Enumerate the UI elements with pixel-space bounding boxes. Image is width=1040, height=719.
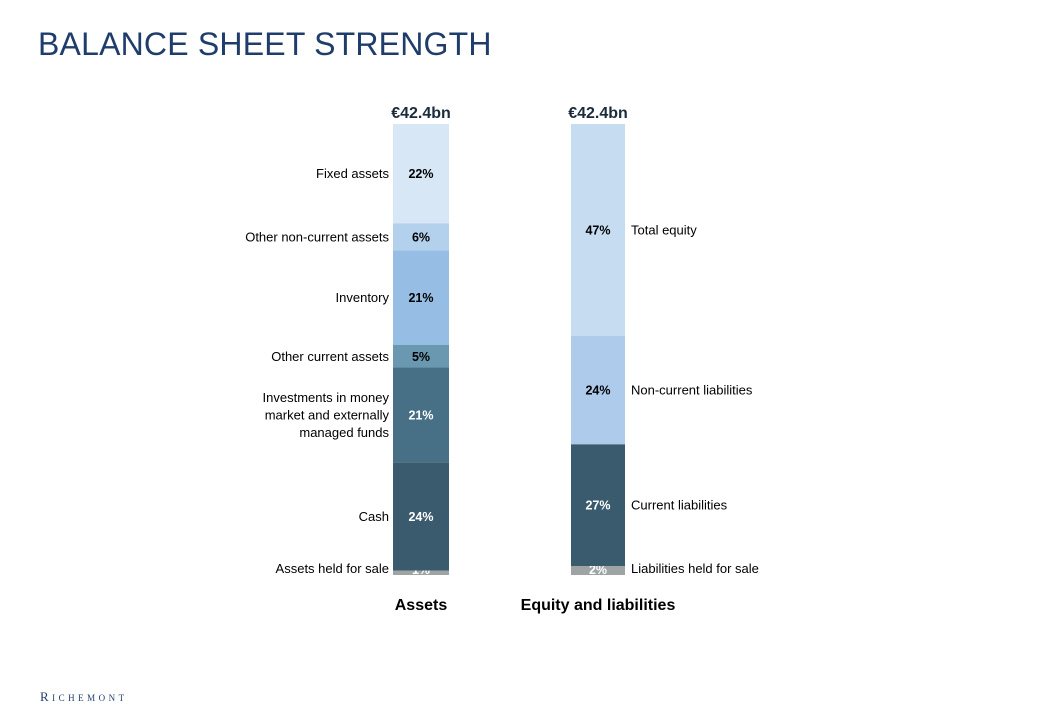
bar-segment-liabilities-held-for-sale xyxy=(571,565,625,575)
data-label-other-non-current-assets: 6% xyxy=(412,230,430,244)
data-label-total-equity: 47% xyxy=(585,223,610,237)
segment-label-current-liabilities: Current liabilities xyxy=(631,498,728,513)
data-label-other-current-assets: 5% xyxy=(412,350,430,364)
segment-label-investments-in-money-market-and-externally-managed-funds: market and externally xyxy=(265,407,390,422)
data-label-fixed-assets: 22% xyxy=(408,167,433,181)
bar-segment-assets-held-for-sale xyxy=(393,570,449,575)
total-label-assets: €42.4bn xyxy=(391,105,451,122)
bar-segment-total-equity xyxy=(571,124,625,336)
page-title: BALANCE SHEET STRENGTH xyxy=(38,26,492,62)
segment-label-cash: Cash xyxy=(359,509,389,524)
bar-segment-inventory xyxy=(393,250,449,345)
segment-label-fixed-assets: Fixed assets xyxy=(316,166,389,181)
data-label-investments-in-money-market-and-externally-managed-funds: 21% xyxy=(408,408,433,422)
bar-segment-other-current-assets xyxy=(393,344,449,368)
bar-segment-other-non-current-assets xyxy=(393,223,449,251)
segment-label-liabilities-held-for-sale: Liabilities held for sale xyxy=(631,561,759,576)
data-label-cash: 24% xyxy=(408,510,433,524)
total-label-equity-and-liabilities: €42.4bn xyxy=(568,105,628,122)
segment-label-investments-in-money-market-and-externally-managed-funds: Investments in money xyxy=(263,390,390,405)
bar-segment-fixed-assets xyxy=(393,124,449,224)
segment-label-total-equity: Total equity xyxy=(631,222,697,237)
segment-label-assets-held-for-sale: Assets held for sale xyxy=(276,561,389,576)
bar-segment-investments-in-money-market-and-externally-managed-funds xyxy=(393,367,449,463)
data-label-liabilities-held-for-sale: 2% xyxy=(589,563,607,577)
segment-label-other-current-assets: Other current assets xyxy=(271,349,389,364)
data-label-current-liabilities: 27% xyxy=(585,499,610,513)
data-label-non-current-liabilities: 24% xyxy=(585,384,610,398)
bar-segment-current-liabilities xyxy=(571,444,625,566)
segment-label-non-current-liabilities: Non-current liabilities xyxy=(631,383,753,398)
category-label-equity-and-liabilities: Equity and liabilities xyxy=(521,597,676,614)
segment-label-inventory: Inventory xyxy=(336,290,390,305)
bar-segment-non-current-liabilities xyxy=(571,335,625,445)
data-label-inventory: 21% xyxy=(408,291,433,305)
segment-label-investments-in-money-market-and-externally-managed-funds: managed funds xyxy=(299,425,389,440)
segment-label-other-non-current-assets: Other non-current assets xyxy=(245,229,389,244)
richemont-logo: Richemont xyxy=(40,689,128,704)
category-label-assets: Assets xyxy=(395,597,448,614)
bar-segment-cash xyxy=(393,462,449,571)
